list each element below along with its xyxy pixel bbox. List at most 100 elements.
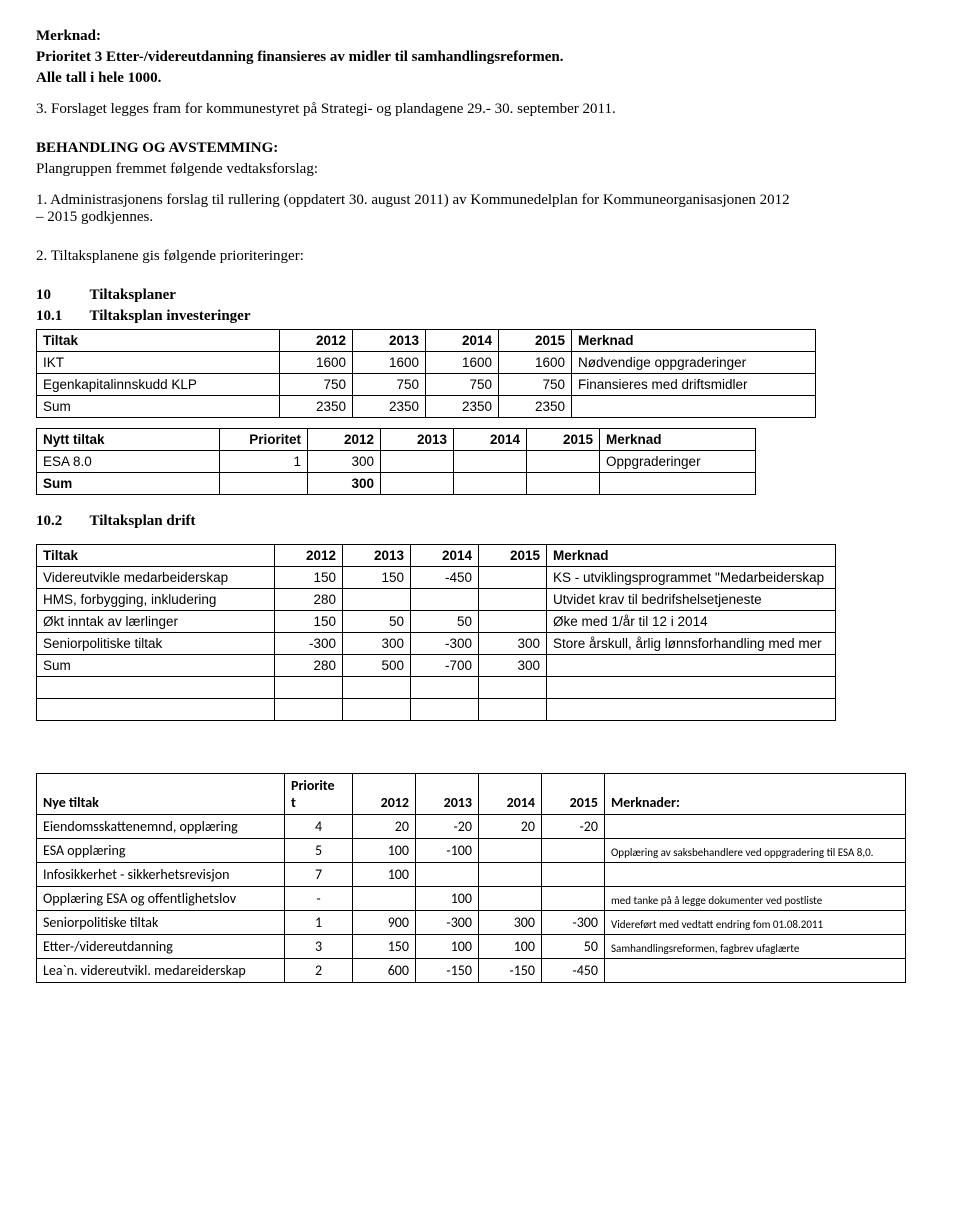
table-cell: 100 — [416, 887, 479, 911]
table-cell — [381, 473, 454, 495]
table-cell: -150 — [416, 959, 479, 983]
table-cell — [479, 611, 547, 633]
table-cell: 4 — [285, 815, 353, 839]
t1-h2: 2013 — [353, 330, 426, 352]
t3-h2: 2013 — [343, 545, 411, 567]
t4-h3: 2013 — [416, 774, 479, 815]
table-nye-tiltak: Nye tiltak Prioritet 2012 2013 20 1 4 2015… — [36, 773, 906, 983]
behandling-sub: Plangruppen fremmet følgende vedtaksfors… — [36, 161, 924, 178]
table-cell — [220, 473, 308, 495]
table-cell: Store årskull, årlig lønnsforhandling me… — [547, 633, 836, 655]
table-cell: Etter-/videreutdanning — [37, 935, 285, 959]
t4-h0: Nye tiltak — [37, 774, 285, 815]
table-cell: 100 — [353, 863, 416, 887]
table-cell: ESA 8.0 — [37, 451, 220, 473]
table-cell: 300 — [308, 473, 381, 495]
table-cell: 900 — [353, 911, 416, 935]
table-cell: 3 — [285, 935, 353, 959]
table-cell — [353, 887, 416, 911]
vedtak-2: 2. Tiltaksplanene gis følgende prioriter… — [36, 248, 924, 265]
t4-h1: Prioritet — [285, 774, 353, 815]
table-cell: 300 — [479, 655, 547, 677]
table-cell: Egenkapitalinnskudd KLP — [37, 374, 280, 396]
table-cell: 20 — [353, 815, 416, 839]
sec10-num: 10 — [36, 287, 86, 304]
table-cell: KS - utviklingsprogrammet "Medarbeidersk… — [547, 567, 836, 589]
table-cell: 50 — [343, 611, 411, 633]
table-cell — [479, 589, 547, 611]
sec10-1-num: 10.1 — [36, 308, 86, 325]
t1-h5: Merknad — [572, 330, 816, 352]
table-cell: -450 — [542, 959, 605, 983]
table-cell: 1600 — [280, 352, 353, 374]
table-cell: 150 — [275, 611, 343, 633]
table-cell: 2350 — [426, 396, 499, 418]
table-cell — [381, 451, 454, 473]
table-cell: IKT — [37, 352, 280, 374]
table-cell: 300 — [479, 633, 547, 655]
table-cell: 750 — [280, 374, 353, 396]
table-cell: HMS, forbygging, inkludering — [37, 589, 275, 611]
table-cell: 150 — [353, 935, 416, 959]
table-cell — [454, 451, 527, 473]
table-cell: Seniorpolitiske tiltak — [37, 911, 285, 935]
table-cell: Lea`n. videreutvikl. medareiderskap — [37, 959, 285, 983]
t3-h3: 2014 — [411, 545, 479, 567]
table-cell: 280 — [275, 589, 343, 611]
table-cell — [542, 839, 605, 863]
t3-h5: Merknad — [547, 545, 836, 567]
table-cell: 1 — [285, 911, 353, 935]
table-cell — [416, 863, 479, 887]
t2-h6: Merknad — [600, 429, 756, 451]
table-cell: Sum — [37, 473, 220, 495]
table-cell: 1600 — [426, 352, 499, 374]
table-investeringer: Tiltak 2012 2013 2014 2015 Merknad IKT 1… — [36, 329, 816, 418]
table-cell: Økt inntak av lærlinger — [37, 611, 275, 633]
table-cell: 300 — [479, 911, 542, 935]
sec10-2-num: 10.2 — [36, 513, 86, 530]
table-cell: 2350 — [353, 396, 426, 418]
t2-h5: 2015 — [527, 429, 600, 451]
sec10-heading: 10 Tiltaksplaner — [36, 287, 924, 304]
t3-h1: 2012 — [275, 545, 343, 567]
table-cell — [605, 959, 906, 983]
merknad-text-1: Prioritet 3 Etter-/videreutdanning finan… — [36, 49, 924, 66]
t4-h5: 2015 — [542, 774, 605, 815]
merknad-label: Merknad: — [36, 28, 924, 45]
t4-h2: 2012 — [353, 774, 416, 815]
table-cell: Oppgraderinger — [600, 451, 756, 473]
t2-h3: 2013 — [381, 429, 454, 451]
table-cell: 100 — [479, 935, 542, 959]
table-cell: Samhandlingsreformen, fagbrev ufaglærte — [605, 935, 906, 959]
table-cell: 100 — [416, 935, 479, 959]
table-cell — [479, 567, 547, 589]
table-cell: 150 — [343, 567, 411, 589]
merknad-text-2: Alle tall i hele 1000. — [36, 70, 924, 87]
table-cell — [542, 863, 605, 887]
t2-h4: 2014 — [454, 429, 527, 451]
sec10-2-heading: 10.2 Tiltaksplan drift — [36, 513, 924, 530]
table-cell: 750 — [353, 374, 426, 396]
table-cell: 2 — [285, 959, 353, 983]
table-cell: Videreført med vedtatt endring fom 01.08… — [605, 911, 906, 935]
table-cell — [572, 396, 816, 418]
table-cell: -20 — [542, 815, 605, 839]
point-3: 3. Forslaget legges fram for kommunestyr… — [36, 101, 924, 118]
t1-h1: 2012 — [280, 330, 353, 352]
table-cell: med tanke på å legge dokumenter ved post… — [605, 887, 906, 911]
table-cell: 7 — [285, 863, 353, 887]
sec10-1-heading: 10.1 Tiltaksplan investeringer — [36, 308, 924, 325]
table-cell: -20 — [416, 815, 479, 839]
table-cell: 750 — [426, 374, 499, 396]
t4-h6: Merknader: — [605, 774, 906, 815]
table-cell: -300 — [275, 633, 343, 655]
table-cell: 50 — [411, 611, 479, 633]
table-cell: 5 — [285, 839, 353, 863]
table-cell: -300 — [542, 911, 605, 935]
table-cell: 600 — [353, 959, 416, 983]
t1-h0: Tiltak — [37, 330, 280, 352]
table-cell — [454, 473, 527, 495]
table-cell: Seniorpolitiske tiltak — [37, 633, 275, 655]
table-cell — [605, 815, 906, 839]
table-cell — [542, 887, 605, 911]
